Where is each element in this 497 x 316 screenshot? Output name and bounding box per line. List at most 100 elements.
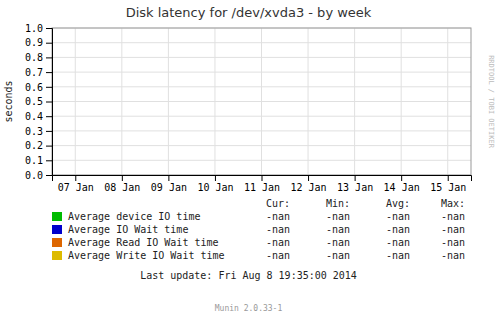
- legend-swatch: [52, 238, 62, 247]
- legend-swatch: [52, 251, 62, 260]
- title: Disk latency for /dev/xvda3 - by week: [126, 5, 372, 20]
- y-tick-label: 0.7: [25, 67, 43, 78]
- legend-stat: -nan: [441, 224, 465, 235]
- x-tick: 07 Jan: [58, 175, 94, 193]
- x-tick-mark: [355, 175, 356, 181]
- y-tick-label: 0.5: [25, 96, 43, 107]
- y-axis-title: seconds: [3, 80, 14, 122]
- legend-label: Average device IO time: [68, 211, 200, 222]
- grid-line-x: [354, 28, 355, 175]
- legend-swatch: [52, 225, 62, 234]
- legend-stat: -nan: [386, 224, 410, 235]
- legend-stat: -nan: [266, 211, 290, 222]
- legend-stat: -nan: [266, 250, 290, 261]
- y-tick: 0.4: [25, 111, 52, 122]
- legend-column-header: Max:: [441, 198, 465, 209]
- x-tick: 13 Jan: [337, 175, 373, 193]
- y-tick-mark: [46, 146, 52, 147]
- legend-stat: -nan: [441, 250, 465, 261]
- x-tick-label: 14 Jan: [384, 182, 420, 193]
- x-tick-label: 11 Jan: [244, 182, 280, 193]
- y-tick: 0.5: [25, 96, 52, 107]
- legend-swatch: [52, 212, 62, 221]
- grid-line-x: [121, 28, 122, 175]
- y-tick-label: 0.6: [25, 82, 43, 93]
- legend-column-header: Min:: [326, 198, 350, 209]
- plot-frame: [52, 28, 471, 175]
- legend-stat: -nan: [326, 224, 350, 235]
- y-tick: 0.7: [25, 67, 52, 78]
- legend-item: Average IO Wait time -nan -nan -nan -nan: [52, 224, 465, 235]
- grid-line-x: [168, 28, 169, 175]
- x-tick: 15 Jan: [430, 175, 466, 193]
- y-tick: 0.0: [25, 170, 52, 181]
- x-tick-mark: [122, 175, 123, 181]
- legend-stat: -nan: [441, 211, 465, 222]
- y-tick-mark: [46, 87, 52, 88]
- legend-stat: -nan: [266, 224, 290, 235]
- x-tick: 10 Jan: [197, 175, 233, 193]
- legend-label: Average Read IO Wait time: [68, 237, 219, 248]
- x-tick-mark: [308, 175, 309, 181]
- legend-stat: -nan: [386, 211, 410, 222]
- credits: Munin 2.0.33-1: [215, 304, 283, 313]
- y-tick: 1.0: [25, 23, 52, 34]
- x-tick-label: 08 Jan: [104, 182, 140, 193]
- x-tick-mark: [262, 175, 263, 181]
- x-tick: 09 Jan: [151, 175, 187, 193]
- y-tick: 0.1: [25, 155, 52, 166]
- y-tick-mark: [46, 57, 52, 58]
- y-tick-label: 0.2: [25, 140, 43, 151]
- chart: Disk latency for /dev/xvda3 - by week RRD…: [0, 0, 497, 316]
- grid-line-x: [447, 28, 448, 175]
- y-tick-label: 1.0: [25, 23, 43, 34]
- plot: 07 Jan 08 Jan 09 Jan 10 Jan 11 Jan 12 Jan 13 J…: [25, 23, 472, 193]
- x-tick-label: 12 Jan: [290, 182, 326, 193]
- y-tick-label: 0.0: [25, 170, 43, 181]
- footer: Last update: Fri Aug 8 19:35:00 2014: [140, 270, 357, 281]
- legend-column-header: Cur:: [266, 198, 290, 209]
- legend-label: Average Write IO Wait time: [68, 250, 225, 261]
- x-tick-label: 15 Jan: [430, 182, 466, 193]
- x-tick-mark: [75, 175, 76, 181]
- x-tick: 11 Jan: [244, 175, 280, 193]
- y-axis-line: [46, 29, 53, 176]
- watermark: RRDTOOL / TOBI OETIKER: [487, 55, 495, 149]
- x-tick-label: 10 Jan: [197, 182, 233, 193]
- x-tick-label: 13 Jan: [337, 182, 373, 193]
- grid-line-x: [261, 28, 262, 175]
- x-axis-line: [53, 176, 472, 182]
- y-tick: 0.8: [25, 52, 52, 63]
- y-tick: 0.9: [25, 37, 52, 48]
- y-tick: 0.6: [25, 82, 52, 93]
- y-tick-mark: [46, 131, 52, 132]
- x-tick-label: 07 Jan: [58, 182, 94, 193]
- y-tick-label: 0.3: [25, 126, 43, 137]
- y-tick-mark: [46, 116, 52, 117]
- y-tick: 0.3: [25, 126, 52, 137]
- legend-column-header: Avg:: [386, 198, 410, 209]
- legend-item: Average Read IO Wait time-nan-nan-nan-na…: [52, 237, 465, 248]
- x-tick: 14 Jan: [384, 175, 420, 193]
- x-tick: 12 Jan: [290, 175, 326, 193]
- x-tick-mark: [168, 175, 169, 181]
- legend: Cur: Min: Avg: Max: Average device IO time -n…: [52, 198, 465, 261]
- grid-line-x: [75, 28, 76, 175]
- y-tick-label: 0.4: [25, 111, 43, 122]
- y-tick-label: 0.8: [25, 52, 43, 63]
- y-tick-mark: [46, 72, 52, 73]
- legend-stat: -nan: [386, 237, 410, 248]
- grid-line-x: [308, 28, 309, 175]
- legend-stat: -nan: [386, 250, 410, 261]
- legend-stat: -nan: [326, 211, 350, 222]
- x-tick-label: 09 Jan: [151, 182, 187, 193]
- x-tick-mark: [448, 175, 449, 181]
- y-tick: 0.2: [25, 140, 52, 151]
- legend-stat: -nan: [266, 237, 290, 248]
- y-tick-mark: [46, 160, 52, 161]
- y-tick-mark: [46, 102, 52, 103]
- legend-stat: -nan: [326, 250, 350, 261]
- legend-label: Average IO Wait time: [68, 224, 188, 235]
- y-tick-label: 0.1: [25, 155, 43, 166]
- y-tick-mark: [46, 43, 52, 44]
